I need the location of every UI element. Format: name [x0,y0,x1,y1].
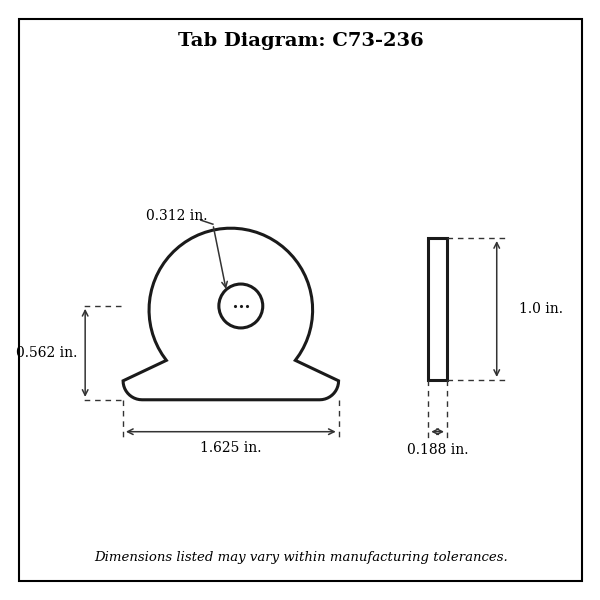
Text: 0.562 in.: 0.562 in. [16,346,77,360]
Text: Tab Diagram: C73-236: Tab Diagram: C73-236 [178,32,424,50]
Text: 1.0 in.: 1.0 in. [518,302,563,316]
Bar [428,238,447,380]
Text: 1.625 in.: 1.625 in. [200,440,262,455]
Text: 0.312 in.: 0.312 in. [146,209,208,223]
Text: Dimensions listed may vary within manufacturing tolerances.: Dimensions listed may vary within manufa… [94,551,508,564]
Text: 0.188 in.: 0.188 in. [407,443,469,457]
